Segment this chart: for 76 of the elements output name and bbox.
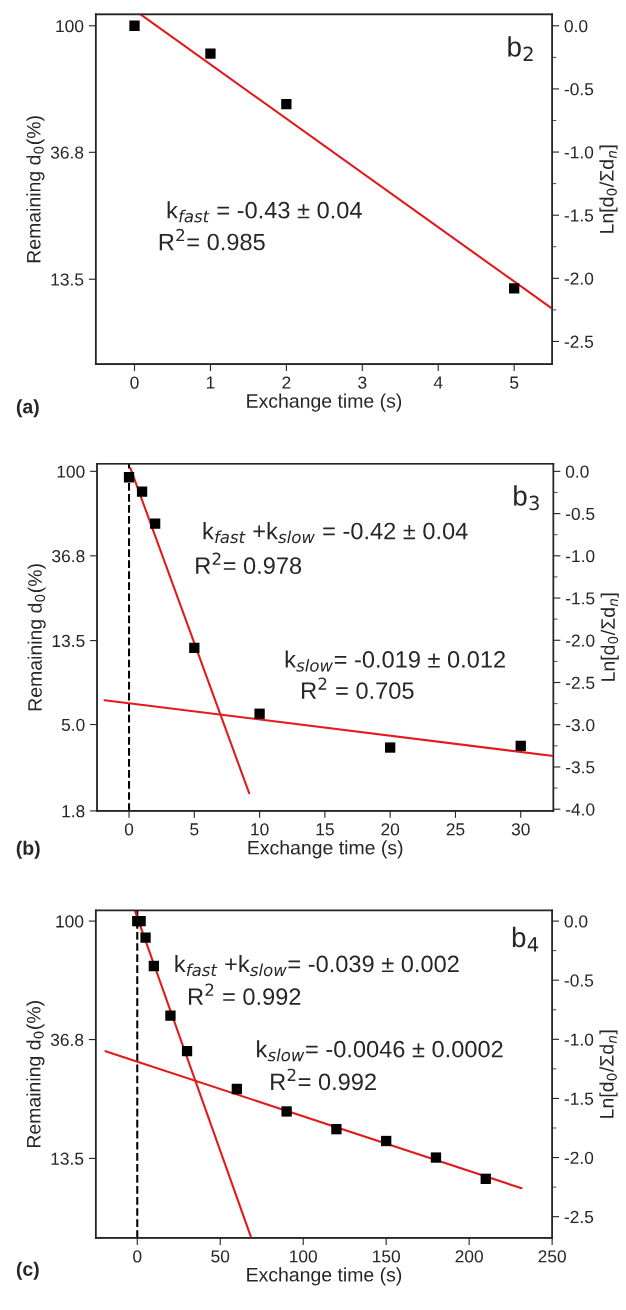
y-tick-label: 5.0 [61,718,85,731]
y2-tick-label: 0.0 [565,465,589,478]
annotation: b$_{4}$ [512,926,539,952]
y-tick-label: 100 [57,465,85,478]
y2-tick-label: -3.5 [565,761,595,774]
y2-tick-label: -2.0 [565,634,595,647]
y-axis-title: Remaining d$_{0}$(%) [27,564,46,711]
text: (a) [16,399,39,418]
annotation: k$_{fast}$ +k$_{slow}$ = -0.42 ± 0.04 [203,522,468,544]
y2-tick-label: -2.0 [564,1151,594,1165]
x-tick-label: 30 [511,823,530,836]
y2-tick-label: -1.5 [564,1092,594,1105]
y2-tick-label: -3.0 [565,718,595,732]
y2-tick-label: 0.0 [564,19,588,33]
y2-tick-label: -2.5 [564,1210,594,1224]
y2-axis-title: Ln[d$_{0}$/Σd$_{n}$] [600,593,619,681]
x-tick-label: 100 [290,1250,318,1263]
annotation: k$_{slow}$= -0.019 ± 0.012 [285,650,505,672]
y-tick-label: 36.8 [52,550,85,563]
x-tick-label: 150 [373,1250,400,1263]
y-axis-title: Remaining d$_{0}$(%) [26,1001,45,1148]
y2-tick-label: -1.0 [564,146,594,159]
x-tick-label: 200 [455,1250,483,1263]
y2-tick-label: -1.0 [564,1033,594,1046]
x-tick-label: 2 [282,376,291,389]
y2-axis-title: Ln[d$_{0}$/Σd$_{n}$] [599,145,618,233]
y-tick-label: 100 [56,915,84,928]
annotation: R$^{2}$ = 0.992 [188,983,301,1006]
annotation: k$_{fast}$ = -0.43 ± 0.04 [167,201,362,223]
y-tick-label: 13.5 [52,634,85,648]
x-tick-label: 3 [358,376,367,389]
x-tick-label: 0 [130,376,139,389]
y-axis-title: Remaining d$_{0}$(%) [26,116,45,263]
y2-tick-label: -2.5 [564,335,594,348]
x-tick-label: 5 [510,376,519,389]
annotation: R$^{2}$= 0.992 [271,1068,376,1091]
annotation: k$_{slow}$= -0.0046 ± 0.0002 [257,1040,503,1062]
y-tick-label: 36.8 [50,146,84,159]
y2-tick-label: -0.5 [565,507,595,521]
y2-tick-label: -2.0 [564,272,594,285]
y2-tick-label: -1.5 [564,209,594,222]
annotation: b$_{2}$ [508,36,533,61]
x-tick-label: 4 [433,376,443,389]
x-axis-title: Exchange time (s) [248,840,403,859]
x-tick-label: 25 [446,823,465,836]
annotation: R$^{2}$= 0.985 [159,228,265,251]
y2-tick-label: 0.0 [564,915,588,928]
x-tick-label: 1 [206,376,215,389]
text: (b) [16,840,40,859]
annotation: k$_{fast}$ +k$_{slow}$= -0.039 ± 0.002 [175,954,459,977]
x-tick-label: 250 [538,1250,566,1263]
y2-tick-label: -0.5 [564,974,594,987]
y2-tick-label: -1.0 [565,549,595,563]
y-tick-label: 36.8 [50,1033,84,1047]
x-axis-title: Exchange time (s) [247,1267,402,1286]
y2-tick-label: -2.5 [565,676,595,689]
annotation: R$^{2}$= 0.978 [196,552,302,575]
text: (c) [16,1261,39,1280]
x-tick-label: 15 [316,823,334,836]
y-tick-label: 13.5 [51,273,84,286]
x-tick-label: 50 [211,1250,230,1263]
annotation: b$_{3}$ [514,485,539,511]
y2-tick-label: -1.5 [565,592,595,605]
x-tick-label: 5 [190,823,199,836]
x-tick-label: 10 [251,823,269,836]
y2-tick-label: -4.0 [565,803,595,816]
y-tick-label: 1.8 [62,805,85,818]
x-tick-label: 0 [124,823,134,836]
y2-axis-title: Ln[d$_{0}$/Σd$_{n}$] [599,1030,618,1118]
y-tick-label: 100 [56,19,84,33]
y-tick-label: 13.5 [51,1152,84,1165]
x-axis-title: Exchange time (s) [247,393,402,412]
x-tick-label: 20 [381,823,400,836]
annotation: R$^{2}$ = 0.705 [302,677,414,700]
x-tick-label: 0 [133,1250,142,1263]
y2-tick-label: -0.5 [564,83,594,96]
